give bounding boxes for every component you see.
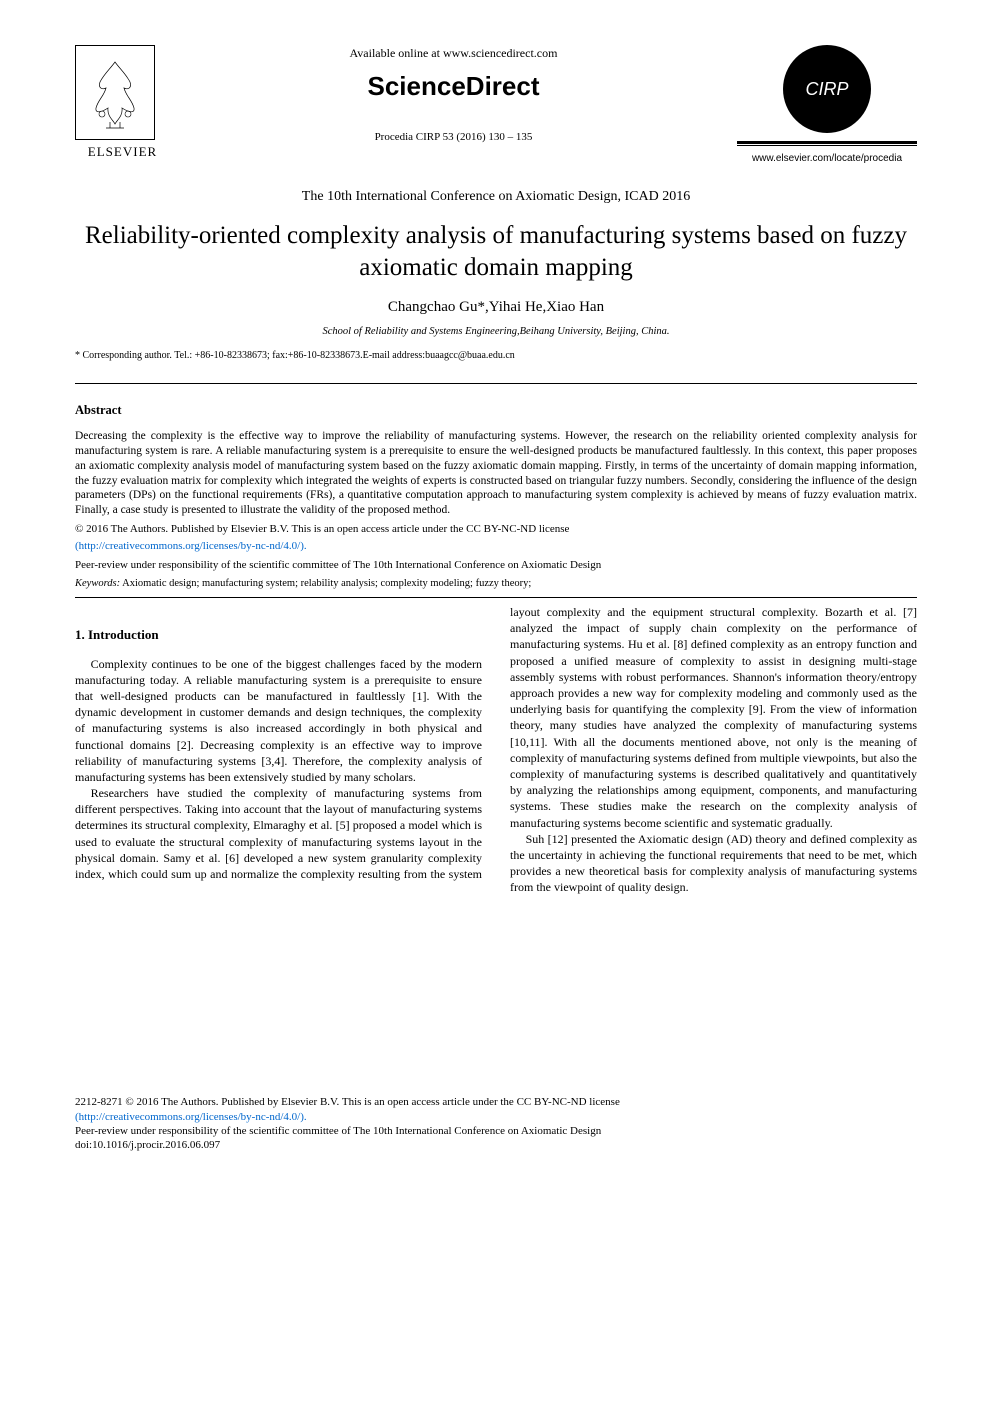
affiliation: School of Reliability and Systems Engine…	[75, 325, 917, 339]
keywords-line: Keywords: Axiomatic design; manufacturin…	[75, 577, 917, 591]
cirp-logo-icon: CIRP	[783, 45, 871, 133]
conference-line: The 10th International Conference on Axi…	[75, 188, 917, 207]
separator-line	[75, 383, 917, 384]
footer-peer-review: Peer-review under responsibility of the …	[75, 1124, 917, 1138]
elsevier-tree-icon	[75, 45, 155, 140]
abstract-heading: Abstract	[75, 402, 917, 419]
separator-line-2	[75, 597, 917, 598]
cirp-label: CIRP	[805, 77, 848, 101]
elsevier-logo: ELSEVIER	[75, 45, 170, 161]
footer-doi: doi:10.1016/j.procir.2016.06.097	[75, 1138, 917, 1152]
procedia-reference: Procedia CIRP 53 (2016) 130 – 135	[190, 130, 717, 145]
available-online-text: Available online at www.sciencedirect.co…	[190, 45, 717, 61]
footer: 2212-8271 © 2016 The Authors. Published …	[75, 1095, 917, 1152]
corresponding-author: * Corresponding author. Tel.: +86-10-823…	[75, 349, 917, 363]
header: ELSEVIER Available online at www.science…	[75, 45, 917, 166]
paper-title: Reliability-oriented complexity analysis…	[75, 220, 917, 283]
sciencedirect-brand: ScienceDirect	[190, 69, 717, 104]
authors: Changchao Gu*,Yihai He,Xiao Han	[75, 297, 917, 317]
intro-paragraph-3: Suh [12] presented the Axiomatic design …	[510, 831, 917, 896]
peer-review-line: Peer-review under responsibility of the …	[75, 558, 917, 573]
license-link[interactable]: (http://creativecommons.org/licenses/by-…	[75, 540, 307, 552]
center-header: Available online at www.sciencedirect.co…	[170, 45, 737, 145]
abstract-body: Decreasing the complexity is the effecti…	[75, 429, 917, 519]
body-columns: 1. Introduction Complexity continues to …	[75, 604, 917, 895]
keywords-label: Keywords:	[75, 578, 120, 589]
procedia-url: www.elsevier.com/locate/procedia	[737, 152, 917, 166]
cirp-block: CIRP www.elsevier.com/locate/procedia	[737, 45, 917, 166]
elsevier-label: ELSEVIER	[75, 143, 170, 161]
footer-copyright: 2212-8271 © 2016 The Authors. Published …	[75, 1095, 917, 1109]
keywords-text: Axiomatic design; manufacturing system; …	[122, 578, 531, 589]
cirp-rule-icon	[737, 141, 917, 147]
intro-heading: 1. Introduction	[75, 626, 482, 644]
footer-license-link[interactable]: (http://creativecommons.org/licenses/by-…	[75, 1111, 307, 1123]
copyright-line: © 2016 The Authors. Published by Elsevie…	[75, 522, 917, 537]
intro-paragraph-1: Complexity continues to be one of the bi…	[75, 656, 482, 786]
